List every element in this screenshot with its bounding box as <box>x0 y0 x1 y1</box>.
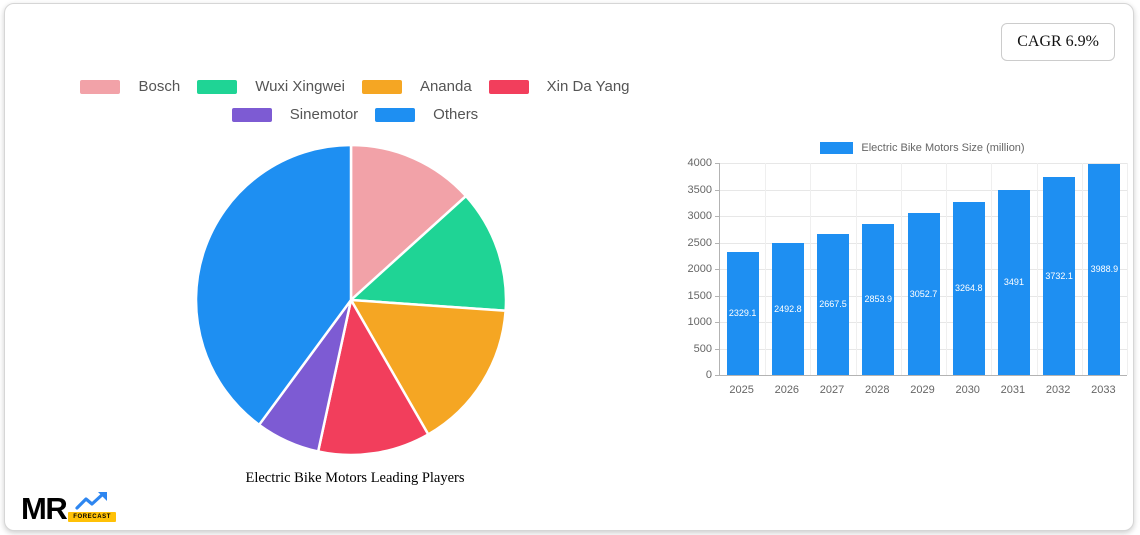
pie-slice-xin-da-yang[interactable] <box>316 298 430 457</box>
bar-value-label: 2667.5 <box>819 299 847 310</box>
v-gridline <box>1036 163 1038 375</box>
legend-item-ananda[interactable]: Ananda <box>361 78 472 95</box>
y-tick-mark <box>715 348 720 350</box>
h-gridline <box>720 163 1127 164</box>
legend-swatch <box>231 107 272 122</box>
y-tick-mark <box>715 322 720 323</box>
bar-value-label: 2853.9 <box>864 294 893 305</box>
bar-value-label: 2329.1 <box>728 308 757 319</box>
legend-item-xin-da-yang[interactable]: Xin Da Yang <box>488 78 630 95</box>
logo-forecast-badge: FORECAST <box>68 512 117 522</box>
legend-label: Others <box>433 106 479 123</box>
legend-label: Sinemotor <box>289 106 359 123</box>
bar-value-label: 2492.8 <box>774 303 802 314</box>
v-gridline <box>946 163 948 375</box>
bar-2028[interactable]: 2853.9 <box>862 223 895 375</box>
cagr-badge: CAGR 6.9% <box>1001 23 1115 61</box>
y-axis-label: 1000 <box>687 316 712 328</box>
pie-chart-title: Electric Bike Motors Leading Players <box>245 470 465 486</box>
y-tick-mark <box>715 295 720 297</box>
v-gridline <box>900 163 902 375</box>
x-axis-label: 2027 <box>819 384 845 396</box>
bar-legend-swatch <box>820 142 854 154</box>
y-axis-label: 4000 <box>687 157 712 169</box>
bar-value-label: 3052.7 <box>909 289 938 300</box>
y-axis-label: 3000 <box>687 210 712 222</box>
bar-x-axis-labels: 2025 2026 2027 2028 2029 2030 2031 2032 2033 <box>719 384 1126 396</box>
legend-swatch <box>197 79 238 94</box>
x-axis-label: 2033 <box>1091 384 1116 396</box>
y-axis-label: 2500 <box>687 236 712 249</box>
legend-label: Bosch <box>138 78 181 95</box>
bar-plot-area: 0 500 1000 1500 2000 2500 3000 3500 4000 2329.1 24… <box>688 157 1128 381</box>
bar-legend[interactable]: Electric Bike Motors Size (million) <box>719 142 1126 154</box>
y-axis-label: 0 <box>705 369 712 381</box>
y-axis-label: 2000 <box>687 263 712 275</box>
y-axis-label: 500 <box>693 342 712 355</box>
legend-label: Wuxi Xingwei <box>255 78 345 95</box>
legend-item-wuxi-xingwei[interactable]: Wuxi Xingwei <box>197 78 345 95</box>
v-gridline <box>855 163 857 375</box>
logo-mr-text: MR <box>21 490 68 526</box>
y-tick-mark <box>715 189 720 191</box>
bar-chart: Electric Bike Motors Size (million) 0 500… <box>673 142 1133 396</box>
brand-logo: MR FORECAST <box>21 490 117 526</box>
logo-arrow-icon <box>75 492 108 510</box>
bar-2031[interactable]: 3491 <box>997 189 1030 375</box>
legend-item-sinemotor[interactable]: Sinemotor <box>231 106 359 123</box>
y-tick-mark <box>715 269 720 270</box>
legend-swatch <box>361 79 402 94</box>
pie-slice-wuxi-xingwei[interactable] <box>349 194 508 312</box>
pie-slice-bosch[interactable] <box>349 143 468 302</box>
legend-label: Xin Da Yang <box>546 78 630 95</box>
bar-value-label: 3264.8 <box>954 283 983 294</box>
x-axis-label: 2026 <box>774 384 800 396</box>
bar-legend-label: Electric Bike Motors Size (million) <box>861 142 1025 154</box>
y-tick-mark <box>715 216 720 217</box>
bar-2030[interactable]: 3264.8 <box>952 201 985 375</box>
legend-swatch <box>375 107 416 122</box>
v-gridline <box>1127 163 1128 375</box>
y-tick-mark <box>715 375 720 376</box>
legend-item-others[interactable]: Others <box>375 106 478 123</box>
pie-chart <box>194 143 508 457</box>
bar-2032[interactable]: 3732.1 <box>1043 177 1076 375</box>
v-gridline <box>810 163 812 375</box>
bar-2027[interactable]: 2667.5 <box>817 233 850 375</box>
x-axis-label: 2029 <box>910 384 935 396</box>
pie-slice-others[interactable] <box>194 143 353 427</box>
legend-label: Ananda <box>419 78 472 95</box>
x-axis-label: 2028 <box>865 384 890 396</box>
report-card: CAGR 6.9% Bosch Wuxi Xingwei Ananda Xin Da … <box>4 3 1134 531</box>
bar-2026[interactable]: 2492.8 <box>771 242 804 375</box>
x-axis-label: 2032 <box>1045 384 1071 396</box>
v-gridline <box>1081 163 1083 375</box>
bar-value-label: 3988.9 <box>1090 264 1119 275</box>
bar-value-label: 3491 <box>1003 277 1024 288</box>
x-axis-label: 2031 <box>1000 384 1026 396</box>
v-gridline <box>991 163 993 375</box>
y-tick-mark <box>715 163 720 164</box>
legend-swatch <box>488 79 529 94</box>
x-axis-label: 2025 <box>729 384 754 396</box>
bar-2025[interactable]: 2329.1 <box>726 251 759 375</box>
legend-item-bosch[interactable]: Bosch <box>80 78 180 95</box>
bar-2029[interactable]: 3052.7 <box>907 213 940 375</box>
y-axis-label: 1500 <box>687 289 712 302</box>
pie-slice-ananda[interactable] <box>349 298 507 436</box>
bar-value-label: 3732.1 <box>1045 271 1073 282</box>
h-gridline <box>720 189 1127 191</box>
legend-swatch <box>80 79 121 94</box>
x-axis-label: 2030 <box>955 384 980 396</box>
v-gridline <box>765 163 767 375</box>
legend-row: Bosch Wuxi Xingwei Ananda Xin Da Yang <box>80 78 630 95</box>
legend-row: Sinemotor Others <box>231 106 478 123</box>
y-axis-label: 3500 <box>687 183 712 196</box>
pie-legend: Bosch Wuxi Xingwei Ananda Xin Da Yang Sinemo… <box>5 78 705 123</box>
y-tick-mark <box>715 242 720 244</box>
bar-2033[interactable]: 3988.9 <box>1088 163 1121 375</box>
